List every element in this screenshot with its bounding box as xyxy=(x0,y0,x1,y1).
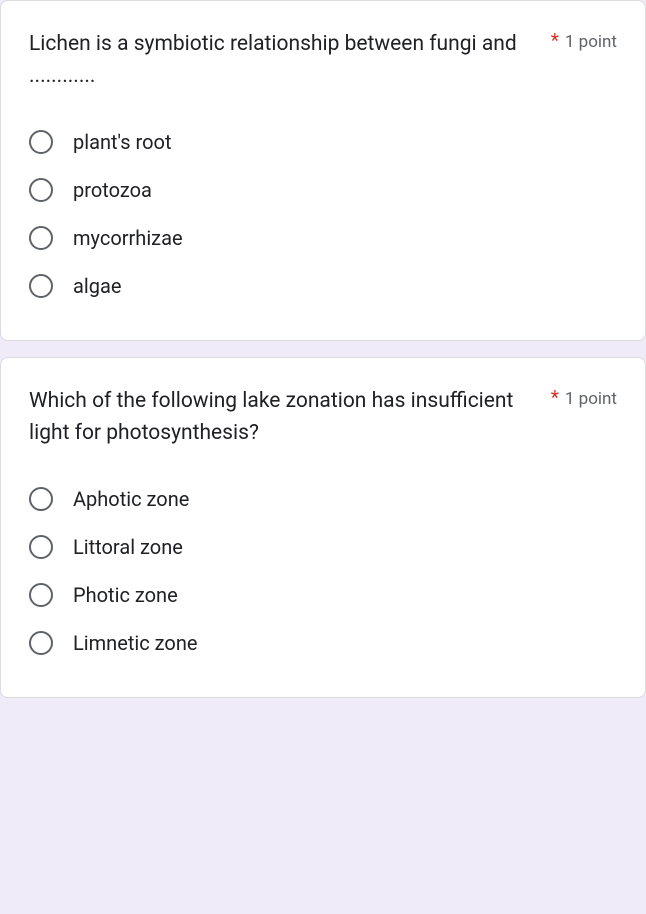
option-row[interactable]: Photic zone xyxy=(29,573,617,617)
option-row[interactable]: algae xyxy=(29,264,617,308)
option-label: Littoral zone xyxy=(73,535,183,559)
option-label: Photic zone xyxy=(73,583,178,607)
points-wrapper: * 1 point xyxy=(551,386,617,409)
option-label: mycorrhizae xyxy=(73,226,183,250)
radio-unchecked-icon xyxy=(29,583,53,607)
question-header: Which of the following lake zonation has… xyxy=(29,386,617,449)
option-label: Limnetic zone xyxy=(73,631,197,655)
radio-unchecked-icon xyxy=(29,487,53,511)
option-label: plant's root xyxy=(73,130,172,154)
radio-unchecked-icon xyxy=(29,226,53,250)
option-row[interactable]: Limnetic zone xyxy=(29,621,617,665)
option-row[interactable]: mycorrhizae xyxy=(29,216,617,260)
option-label: Aphotic zone xyxy=(73,487,189,511)
option-row[interactable]: Aphotic zone xyxy=(29,477,617,521)
question-text: Which of the following lake zonation has… xyxy=(29,386,551,449)
question-card: Lichen is a symbiotic relationship betwe… xyxy=(0,0,646,341)
required-asterisk: * xyxy=(551,29,559,52)
question-header: Lichen is a symbiotic relationship betwe… xyxy=(29,29,617,92)
options-list: Aphotic zone Littoral zone Photic zone L… xyxy=(29,477,617,665)
question-card: Which of the following lake zonation has… xyxy=(0,357,646,698)
radio-unchecked-icon xyxy=(29,130,53,154)
option-label: protozoa xyxy=(73,178,152,202)
option-row[interactable]: Littoral zone xyxy=(29,525,617,569)
required-asterisk: * xyxy=(551,386,559,409)
points-label: 1 point xyxy=(565,389,617,409)
question-text: Lichen is a symbiotic relationship betwe… xyxy=(29,29,551,92)
radio-unchecked-icon xyxy=(29,178,53,202)
points-wrapper: * 1 point xyxy=(551,29,617,52)
radio-unchecked-icon xyxy=(29,274,53,298)
options-list: plant's root protozoa mycorrhizae algae xyxy=(29,120,617,308)
radio-unchecked-icon xyxy=(29,631,53,655)
points-label: 1 point xyxy=(565,32,617,52)
option-label: algae xyxy=(73,274,121,298)
option-row[interactable]: plant's root xyxy=(29,120,617,164)
radio-unchecked-icon xyxy=(29,535,53,559)
option-row[interactable]: protozoa xyxy=(29,168,617,212)
